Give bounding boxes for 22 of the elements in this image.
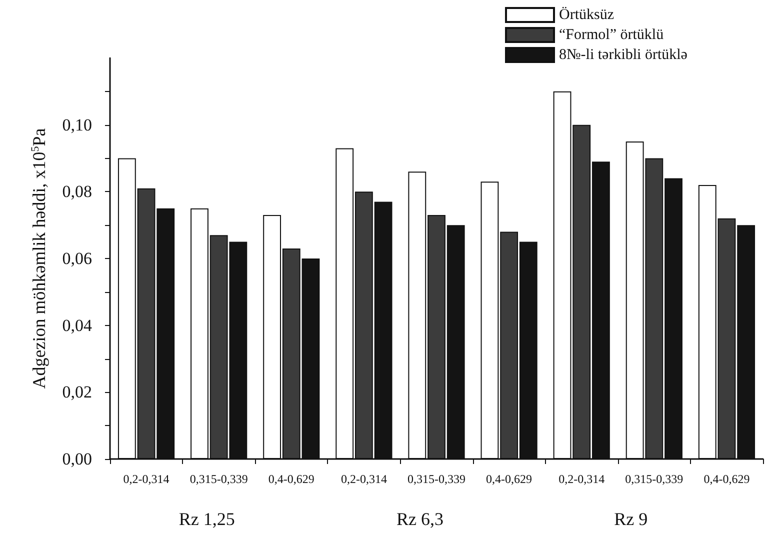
y-tick-label: 0,02	[62, 382, 92, 402]
x-tick-label: 0,315-0,339	[408, 472, 466, 486]
x-tick-label: 0,2-0,314	[123, 472, 170, 486]
y-tick-label: 0,04	[62, 316, 92, 335]
y-axis-title: Adgezion möhkəmlik həddi, x105Pa	[29, 128, 49, 389]
legend-label: 8№-li tərkibli örtüklə	[559, 47, 688, 63]
legend-label: Örtüksüz	[559, 6, 614, 23]
x-tick-label: 0,4-0,629	[486, 472, 532, 486]
text: Rz 1,25	[178, 509, 235, 529]
x-tick-label: 0,315-0,339	[190, 472, 248, 486]
y-tick-label: 0,10	[62, 115, 92, 134]
x-tick-label: 0,2-0,314	[340, 472, 387, 486]
text: Rz 6,3	[396, 509, 444, 529]
x-tick-label: 0,4-0,629	[704, 472, 750, 486]
text: Rz 9	[614, 509, 648, 529]
y-tick-label: 0,08	[62, 182, 92, 202]
x-tick-label: 0,2-0,314	[558, 472, 605, 486]
x-tick-label: 0,315-0,339	[625, 472, 684, 486]
y-tick-label: 0,00	[62, 450, 92, 468]
legend-label: “Formol” örtüklü	[559, 27, 664, 43]
y-tick-label: 0,06	[62, 249, 92, 268]
x-tick-label: 0,4-0,629	[268, 472, 314, 486]
